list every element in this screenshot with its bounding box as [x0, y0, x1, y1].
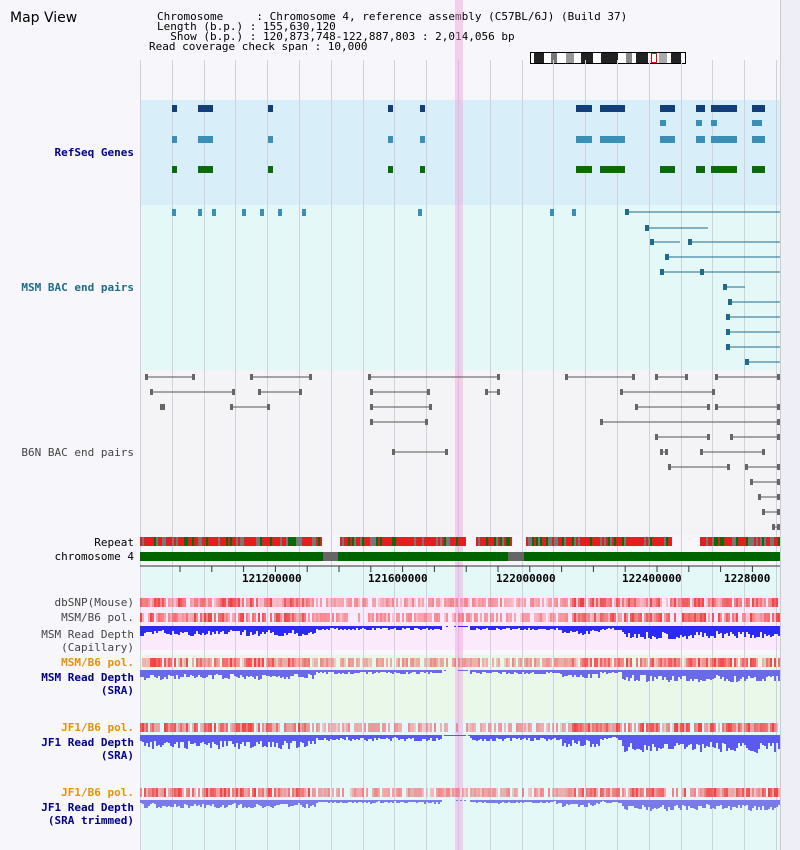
- refseq-genes-label: RefSeq Genes: [54, 146, 134, 159]
- dbsnp-label: dbSNP(Mouse): [54, 596, 134, 609]
- axis-tick-label: 122400000: [622, 572, 682, 585]
- axis-tick-label: 1228000: [724, 572, 771, 585]
- axis-band: [140, 565, 780, 595]
- axis-tick-label: 122000000: [496, 572, 556, 585]
- b6n-bac-band: [140, 370, 780, 535]
- refseq-band: [140, 100, 780, 205]
- axis-tick-label: 121600000: [368, 572, 428, 585]
- jf1-depth-sra-label: JF1 Read Depth (SRA): [41, 736, 134, 762]
- chromosome-info: Chromosome : Chromosome 4, reference ass…: [157, 10, 628, 23]
- track-canvas[interactable]: 121200000 121600000 122000000 122400000 …: [140, 0, 780, 850]
- chromosome-ideogram[interactable]: [530, 52, 686, 64]
- axis-tick-label: 121200000: [242, 572, 302, 585]
- jf1-depth-trimmed-label: JF1 Read Depth (SRA trimmed): [41, 801, 134, 827]
- msm-depth-capillary-label: MSM Read Depth (Capillary): [41, 628, 134, 654]
- highlight-region: [455, 0, 463, 850]
- msm-pol-capillary-label: MSM/B6 pol.: [61, 611, 134, 624]
- msm-depth-sra-label: MSM Read Depth (SRA): [41, 671, 134, 697]
- msm-bac-label: MSM BAC end pairs: [21, 281, 134, 294]
- coverage-span-info: Read coverage check span : 10,000: [149, 40, 368, 53]
- chromosome-track-label: chromosome 4: [54, 550, 134, 563]
- vertical-scrollbar[interactable]: [780, 0, 800, 850]
- page-title: Map View: [10, 10, 78, 26]
- b6n-bac-label: B6N BAC end pairs: [21, 446, 134, 459]
- feature-layer: [140, 105, 780, 811]
- length-info: Length (b.p.) : 155,630,120: [157, 20, 336, 33]
- jf1-pol-trimmed-label: JF1/B6 pol.: [61, 786, 134, 799]
- msm-bac-band: [140, 205, 780, 370]
- jf1-pol-label: JF1/B6 pol.: [61, 721, 134, 734]
- msm-pol-sra-label: MSM/B6 pol.: [61, 656, 134, 669]
- repeat-label: Repeat: [94, 536, 134, 549]
- show-range-info: Show (b.p.) : 120,873,748-122,887,803 : …: [157, 30, 515, 43]
